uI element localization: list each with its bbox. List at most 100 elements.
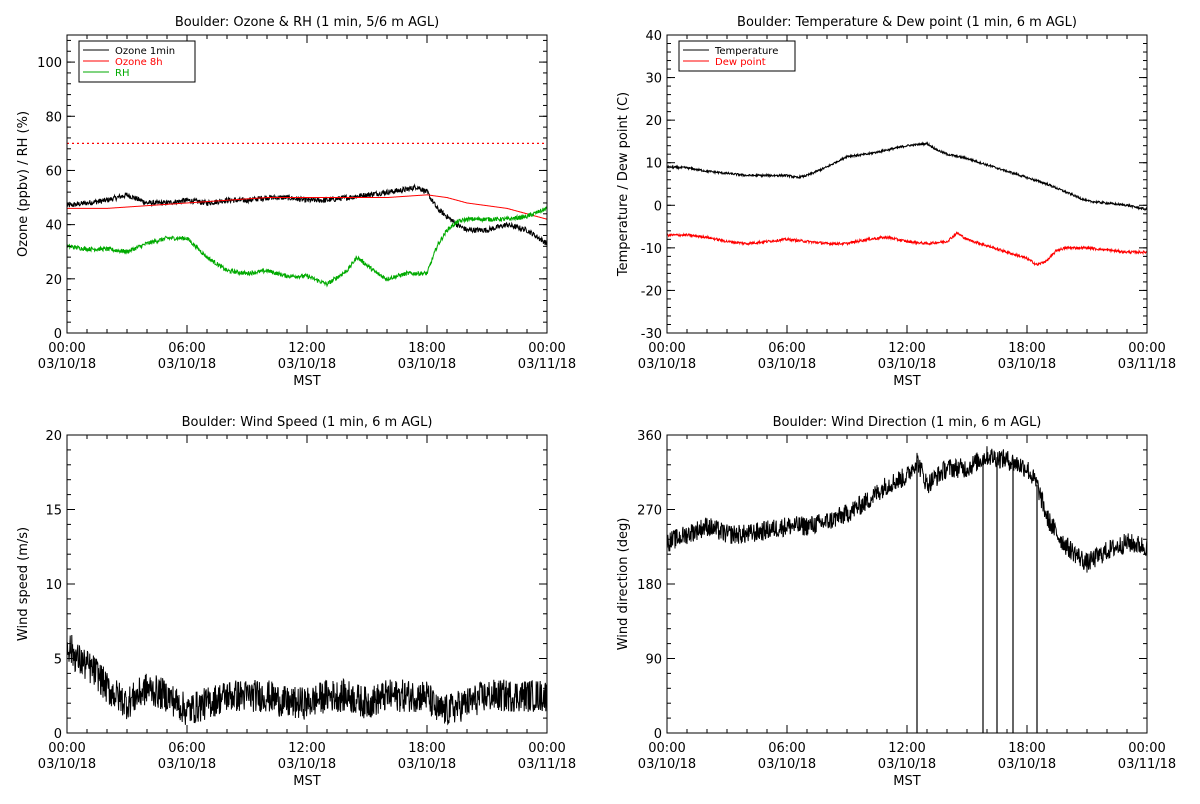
x-tick-time: 06:00: [168, 341, 205, 356]
x-tick-date: 03/11/18: [518, 757, 576, 772]
series-line-1: [667, 141, 1147, 212]
chart-4: Boulder: Wind Direction (1 min, 6 m AGL)…: [616, 415, 1176, 789]
x-axis-label: MST: [293, 774, 320, 789]
y-tick-label: 20: [645, 114, 662, 129]
x-tick-date: 03/10/18: [158, 357, 216, 372]
x-axis-label: MST: [293, 374, 320, 389]
series-line-1: [67, 183, 547, 246]
x-tick-date: 03/10/18: [758, 357, 816, 372]
y-tick-label: 270: [637, 504, 662, 519]
x-tick-time: 06:00: [768, 741, 805, 756]
y-tick-label: 80: [45, 110, 62, 125]
y-tick-label: 0: [654, 727, 662, 742]
x-tick-date: 03/11/18: [1118, 757, 1176, 772]
x-tick-time: 00:00: [648, 341, 685, 356]
x-tick-time: 00:00: [48, 741, 85, 756]
x-tick-date: 03/11/18: [1118, 357, 1176, 372]
x-tick-time: 18:00: [408, 741, 445, 756]
x-tick-time: 18:00: [1008, 741, 1045, 756]
y-tick-label: 60: [45, 164, 62, 179]
y-tick-label: 40: [45, 219, 62, 234]
x-tick-date: 03/10/18: [158, 757, 216, 772]
x-tick-time: 06:00: [768, 341, 805, 356]
series-line-2: [67, 194, 547, 220]
plot-frame: [666, 434, 1148, 734]
y-tick-label: -30: [641, 327, 662, 342]
y-axis-label: Wind direction (deg): [616, 518, 631, 651]
x-tick-time: 12:00: [888, 741, 925, 756]
series-line-1: [67, 635, 547, 726]
x-tick-time: 12:00: [288, 741, 325, 756]
x-tick-date: 03/10/18: [878, 757, 936, 772]
x-tick-time: 18:00: [408, 341, 445, 356]
x-tick-date: 03/11/18: [518, 357, 576, 372]
x-tick-time: 00:00: [1128, 741, 1165, 756]
x-tick-date: 03/10/18: [638, 757, 696, 772]
x-tick-time: 00:00: [528, 741, 565, 756]
x-axis-label: MST: [893, 374, 920, 389]
y-tick-label: 360: [637, 429, 662, 444]
legend-box: [678, 40, 796, 72]
y-tick-label: 90: [645, 653, 662, 668]
y-tick-label: 15: [45, 504, 62, 519]
y-tick-label: 5: [54, 653, 62, 668]
x-tick-date: 03/10/18: [278, 757, 336, 772]
legend-entry: Dew point: [715, 57, 766, 68]
series-line-1: [667, 446, 1147, 573]
chart-title: Boulder: Wind Direction (1 min, 6 m AGL): [773, 415, 1042, 430]
y-tick-label: 180: [637, 578, 662, 593]
series-group: [667, 141, 1147, 267]
x-tick-date: 03/10/18: [398, 357, 456, 372]
x-tick-date: 03/10/18: [38, 757, 96, 772]
series-group: [67, 635, 547, 726]
x-tick-date: 03/10/18: [998, 357, 1056, 372]
y-tick-label: 0: [654, 199, 662, 214]
y-tick-label: -20: [641, 284, 662, 299]
y-tick-label: 40: [645, 29, 662, 44]
chart-title: Boulder: Temperature & Dew point (1 min,…: [737, 15, 1077, 30]
x-tick-date: 03/10/18: [638, 357, 696, 372]
series-line-3: [67, 206, 547, 288]
x-tick-date: 03/10/18: [278, 357, 336, 372]
y-tick-label: 10: [645, 157, 662, 172]
y-axis-label: Wind speed (m/s): [16, 527, 31, 641]
legend-entry: Ozone 1min: [115, 46, 175, 57]
chart-3: Boulder: Wind Speed (1 min, 6 m AGL) 0 5 10…: [16, 415, 576, 789]
y-tick-label: 10: [45, 578, 62, 593]
y-tick-label: 100: [37, 56, 62, 71]
x-tick-time: 00:00: [48, 341, 85, 356]
x-tick-date: 03/10/18: [878, 357, 936, 372]
x-tick-time: 00:00: [528, 341, 565, 356]
y-tick-label: 20: [45, 273, 62, 288]
series-line-2: [667, 231, 1147, 267]
chart-title: Boulder: Wind Speed (1 min, 6 m AGL): [182, 415, 433, 430]
x-tick-date: 03/10/18: [398, 757, 456, 772]
y-tick-label: 0: [54, 327, 62, 342]
y-tick-label: 20: [45, 429, 62, 444]
x-tick-date: 03/10/18: [758, 757, 816, 772]
y-tick-label: 0: [54, 727, 62, 742]
y-axis-label: Ozone (ppbv) / RH (%): [16, 111, 31, 257]
x-tick-time: 00:00: [1128, 341, 1165, 356]
chart-title: Boulder: Ozone & RH (1 min, 5/6 m AGL): [175, 15, 439, 30]
x-tick-date: 03/10/18: [998, 757, 1056, 772]
series-group: [667, 446, 1147, 733]
x-tick-time: 12:00: [888, 341, 925, 356]
x-tick-time: 00:00: [648, 741, 685, 756]
legend-entry: Ozone 8h: [115, 57, 163, 68]
chart-2: Boulder: Temperature & Dew point (1 min,…: [616, 15, 1176, 389]
x-tick-time: 06:00: [168, 741, 205, 756]
x-tick-time: 18:00: [1008, 341, 1045, 356]
chart-1: Boulder: Ozone & RH (1 min, 5/6 m AGL) 0 2…: [16, 15, 576, 389]
x-tick-date: 03/10/18: [38, 357, 96, 372]
plot-frame: [666, 34, 1148, 334]
legend-entry: RH: [115, 68, 129, 79]
y-tick-label: -10: [641, 242, 662, 257]
series-group: [67, 142, 547, 288]
x-tick-time: 12:00: [288, 341, 325, 356]
legend-entry: Temperature: [714, 46, 778, 57]
